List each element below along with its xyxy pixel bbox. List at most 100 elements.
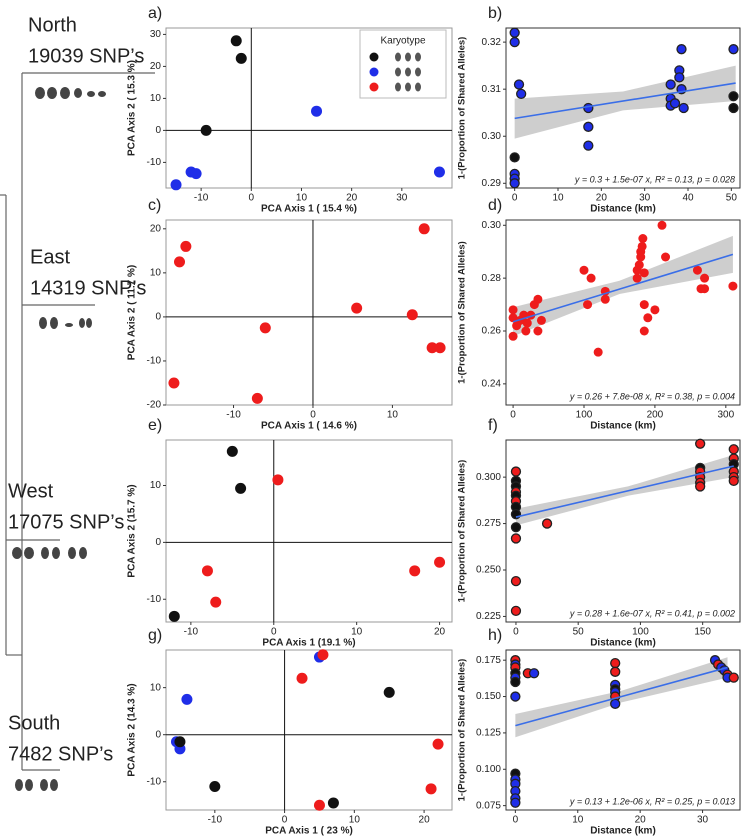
y-tick-label: 0 (155, 729, 161, 740)
y-tick-label: 0.125 (476, 728, 501, 739)
legend-karyotype (405, 82, 411, 92)
x-axis-title: PCA Axis 1 (19.1 %) (262, 638, 355, 649)
y-tick-label: 30 (150, 29, 162, 40)
y-tick-label: 0 (155, 312, 161, 323)
data-point (170, 179, 182, 191)
x-axis-title: Distance (km) (590, 421, 656, 432)
plot-frame (505, 219, 741, 406)
legend-karyotype (395, 67, 401, 77)
y-tick-label: 0.300 (476, 472, 501, 483)
x-axis-title: PCA Axis 1 ( 15.4 %) (261, 204, 357, 215)
y-tick-label: 0.30 (482, 131, 502, 142)
data-point (168, 377, 180, 389)
y-tick-label: 0.28 (482, 273, 502, 284)
clade-name: North (28, 14, 77, 36)
x-tick-label: 10 (387, 410, 399, 421)
data-point (728, 102, 739, 114)
x-tick-label: 10 (296, 193, 308, 204)
legend-swatch (369, 82, 379, 92)
data-point (678, 102, 689, 114)
data-point (610, 657, 621, 669)
data-point (510, 797, 521, 808)
data-point (510, 575, 522, 587)
x-axis-title: Distance (km) (590, 826, 656, 836)
data-point (235, 52, 247, 64)
trend-line (515, 465, 734, 518)
data-point (533, 294, 543, 304)
data-point (313, 799, 325, 811)
data-point (180, 240, 192, 252)
data-point (643, 313, 653, 323)
data-point (692, 265, 702, 275)
data-point (190, 168, 202, 180)
clade-snps: 7482 SNP’s (8, 743, 113, 765)
y-tick-label: 0 (155, 537, 161, 548)
legend-karyotype (405, 67, 411, 77)
y-tick-label: -10 (147, 776, 162, 787)
x-tick-label: 200 (647, 410, 664, 421)
y-tick-label: 0.31 (482, 84, 502, 95)
plot-frame (165, 649, 453, 811)
data-point (522, 318, 532, 328)
panel-label: g) (148, 627, 162, 644)
data-point (296, 672, 308, 684)
y-tick-label: 0.275 (476, 518, 501, 529)
fit-annotation: y = 0.13 + 1.2e-06 x, R² = 0.25, p = 0.0… (569, 796, 735, 806)
x-tick-label: 0 (513, 815, 519, 826)
legend-karyotype (415, 52, 421, 62)
x-tick-label: 150 (694, 627, 711, 638)
karyotype-icons (12, 87, 106, 791)
y-tick-label: 0.32 (482, 37, 502, 48)
y-axis-title: PCA Axis 2 (15.7 %) (127, 484, 138, 577)
data-point (586, 273, 596, 283)
y-axis-title: 1-(Proportion of Shared Alleles) (457, 37, 468, 180)
confidence-band (515, 454, 734, 526)
y-tick-label: 10 (150, 480, 162, 491)
x-tick-label: 100 (576, 410, 593, 421)
clade-name: West (8, 480, 54, 502)
data-point (695, 438, 706, 449)
data-point (610, 698, 621, 709)
karyotype (12, 547, 87, 559)
data-point (434, 342, 446, 354)
y-axis-title: 1-(Proportion of Shared Alleles) (457, 460, 468, 603)
plot-frame (165, 27, 453, 189)
x-tick-label: 30 (396, 193, 408, 204)
data-point (661, 252, 671, 262)
y-axis-title: PCA Axis 2 (14.3 %) (127, 683, 138, 776)
legend-karyotype (395, 52, 401, 62)
data-point (383, 686, 395, 698)
y-tick-label: 0.29 (482, 178, 502, 189)
legend-karyotype (415, 67, 421, 77)
y-tick-label: -10 (147, 157, 162, 168)
x-tick-label: 0 (512, 193, 518, 204)
karyotype (35, 87, 106, 99)
x-tick-label: 20 (635, 815, 647, 826)
x-tick-label: 0 (249, 193, 255, 204)
data-point (251, 392, 263, 404)
plot-frame (505, 439, 741, 623)
data-point (272, 474, 284, 486)
y-tick-label: 0.075 (476, 800, 501, 811)
data-point (317, 649, 329, 661)
plot-frame (165, 219, 453, 406)
data-point (509, 152, 520, 163)
confidence-band (513, 235, 733, 337)
x-tick-label: 50 (726, 193, 738, 204)
trend-line (514, 82, 736, 120)
y-tick-label: 0.100 (476, 764, 501, 775)
data-point (509, 27, 520, 38)
data-point (541, 518, 553, 529)
data-point (406, 309, 418, 321)
x-tick-label: 20 (434, 627, 446, 638)
x-tick-label: -10 (184, 627, 199, 638)
x-axis-title: Distance (km) (590, 204, 656, 215)
x-tick-label: 30 (639, 193, 651, 204)
y-tick-label: 0.24 (482, 378, 502, 389)
y-tick-label: 10 (150, 682, 162, 693)
data-point (432, 738, 444, 750)
data-point (593, 347, 603, 357)
data-point (513, 79, 525, 90)
data-point (665, 79, 676, 90)
panel-label: f) (488, 417, 498, 434)
